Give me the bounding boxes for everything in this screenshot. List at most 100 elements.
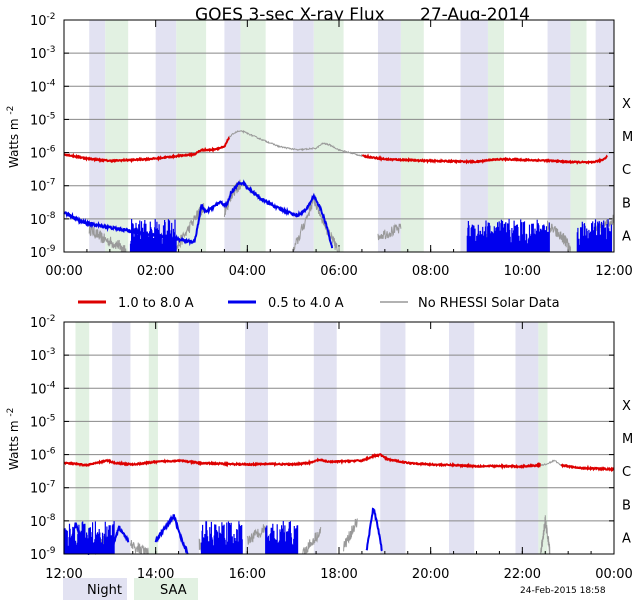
legend-night-box	[63, 578, 127, 600]
x-tick-label: 16:00	[229, 567, 266, 582]
no-rhessi-series	[302, 527, 322, 555]
no-rhessi-series	[547, 220, 571, 252]
flare-class-label: A	[622, 229, 631, 244]
generated-timestamp: 24-Feb-2015 18:58	[520, 586, 606, 596]
short-series-noise	[129, 219, 177, 252]
y-tick-label: 10-8	[30, 211, 56, 228]
saa-band	[400, 20, 424, 252]
y-tick-label: 10-9	[30, 244, 56, 261]
legend: 1.0 to 8.0 A 0.5 to 4.0 A No RHESSI Sola…	[78, 296, 560, 311]
x-tick-label: 06:00	[320, 264, 357, 279]
long-series	[64, 452, 542, 470]
y-tick-exp: -9	[47, 244, 56, 254]
no-rhessi-series	[246, 524, 267, 545]
flare-class-label: X	[622, 97, 631, 112]
saa-band	[75, 322, 90, 554]
y-axis-label: Watts m -2	[6, 106, 21, 168]
legend-long-label: 1.0 to 8.0 A	[118, 296, 194, 311]
y-tick-exp: -9	[47, 546, 56, 556]
legend-short-label: 0.5 to 4.0 A	[268, 296, 344, 311]
plot-frame	[63, 19, 615, 253]
y-tick-exp: -8	[47, 211, 56, 221]
y-tick-exp: -6	[47, 145, 56, 155]
night-band	[595, 20, 614, 252]
y-tick-label: 10-2	[30, 12, 56, 29]
y-tick-exp: -6	[47, 447, 56, 457]
no-rhessi-series	[540, 515, 551, 555]
long-series	[63, 136, 230, 164]
night-band	[155, 20, 177, 252]
x-tick-label: 22:00	[504, 567, 541, 582]
long-series-gray	[229, 129, 363, 158]
y-tick-label: 10-4	[30, 78, 56, 95]
y-tick-exp: -4	[47, 78, 56, 88]
flare-class-label: M	[622, 130, 633, 145]
short-series-noise	[265, 521, 299, 554]
saa-band	[313, 20, 344, 252]
flare-class-label: M	[622, 432, 633, 447]
night-band	[293, 20, 314, 252]
y-tick-exp: -4	[47, 380, 56, 390]
night-band	[313, 322, 337, 554]
chart-title: GOES 3-sec X-ray Flux	[195, 5, 385, 25]
short-series-noise	[200, 521, 243, 554]
legend-saa-label: SAA	[160, 583, 187, 598]
y-tick-exp: -3	[47, 45, 56, 55]
legend-night-label: Night	[87, 583, 122, 598]
y-tick-exp: -8	[47, 513, 56, 523]
bottom-panel: 10-2 10-3 10-4 10-5 10-6 10-7 10-8 10-9 X M C B A Wat…	[6, 314, 633, 582]
long-series	[560, 463, 615, 473]
y-tick-label: 10-4	[30, 380, 56, 397]
y-tick-label: 10-7	[30, 480, 56, 497]
y-axis-label-exp: -2	[6, 408, 16, 417]
no-rhessi-series	[130, 539, 149, 555]
y-tick-exp: -7	[47, 480, 56, 490]
flare-class-label: B	[622, 498, 631, 513]
y-tick-label: 10-6	[30, 447, 56, 464]
saa-band	[148, 322, 158, 554]
y-tick-label: 10-3	[30, 45, 56, 62]
x-tick-label: 08:00	[412, 264, 449, 279]
no-rhessi-series	[343, 518, 358, 552]
y-axis-label: Watts m -2	[6, 408, 21, 470]
y-tick-label: 10-5	[30, 111, 56, 128]
y-tick-label: 10-7	[30, 178, 56, 195]
legend-no-rhessi-label: No RHESSI Solar Data	[418, 296, 560, 311]
y-axis-label-exp: -2	[6, 106, 16, 115]
x-tick-label: 02:00	[137, 264, 174, 279]
night-band	[89, 20, 106, 252]
y-tick-label: 10-8	[30, 513, 56, 530]
flare-class-label: C	[622, 163, 631, 178]
night-band	[460, 20, 488, 252]
flare-class-label: X	[622, 399, 631, 414]
saa-band	[105, 20, 129, 252]
flare-class-label: C	[622, 465, 631, 480]
night-band	[380, 322, 406, 554]
night-band	[178, 322, 200, 554]
y-tick-exp: -2	[47, 12, 56, 22]
saa-band	[538, 322, 548, 554]
y-tick-exp: -5	[47, 413, 56, 423]
y-tick-exp: -7	[47, 178, 56, 188]
short-series-bump	[154, 514, 189, 555]
legend-saa-box	[134, 578, 198, 600]
x-tick-label: 04:00	[229, 264, 266, 279]
short-series-noise	[466, 218, 550, 252]
night-band	[377, 20, 401, 252]
x-tick-label: 00:00	[45, 264, 82, 279]
night-band	[547, 20, 571, 252]
night-band	[245, 322, 268, 554]
night-band	[224, 20, 241, 252]
y-tick-exp: -5	[47, 111, 56, 121]
flare-class-label: A	[622, 531, 631, 546]
flare-class-label: B	[622, 196, 631, 211]
saa-band	[487, 20, 504, 252]
y-tick-label: 10-6	[30, 145, 56, 162]
x-tick-label: 18:00	[320, 567, 357, 582]
saa-band	[570, 20, 587, 252]
y-tick-exp: -2	[47, 314, 56, 324]
short-series-bump	[365, 507, 383, 552]
short-series-noise	[576, 219, 612, 252]
y-tick-exp: -3	[47, 347, 56, 357]
